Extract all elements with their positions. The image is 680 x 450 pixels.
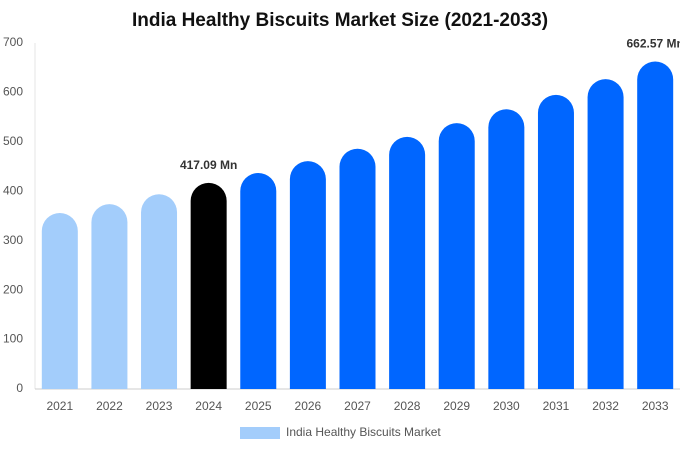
x-tick-label: 2029 (443, 399, 470, 413)
y-tick-label: 700 (3, 35, 23, 49)
bar (41, 213, 78, 389)
bar (389, 136, 426, 389)
chart-title: India Healthy Biscuits Market Size (2021… (132, 10, 548, 31)
bar (637, 61, 674, 390)
bar (91, 204, 128, 389)
bar (488, 109, 525, 389)
y-tick-label: 300 (3, 233, 23, 247)
x-tick-label: 2026 (295, 399, 322, 413)
x-tick-label: 2028 (394, 399, 421, 413)
x-tick-label: 2022 (96, 399, 123, 413)
legend-swatch (240, 427, 280, 439)
y-tick-label: 600 (3, 85, 23, 99)
y-tick-label: 200 (3, 282, 23, 296)
x-tick-label: 2024 (195, 399, 222, 413)
bar (190, 182, 227, 389)
data-label: 417.09 Mn (180, 158, 237, 172)
x-tick-label: 2030 (493, 399, 520, 413)
data-label: 662.57 Mn (627, 37, 680, 51)
legend-label: India Healthy Biscuits Market (286, 425, 441, 439)
y-tick-label: 100 (3, 332, 23, 346)
x-tick-label: 2031 (543, 399, 570, 413)
bar (587, 79, 624, 390)
y-tick-label: 0 (16, 381, 23, 395)
bar (537, 94, 574, 389)
x-tick-label: 2032 (592, 399, 619, 413)
x-tick-label: 2021 (46, 399, 73, 413)
bar (339, 148, 376, 389)
bar (438, 123, 475, 389)
x-tick-label: 2023 (146, 399, 173, 413)
bar (289, 161, 326, 389)
y-tick-label: 400 (3, 183, 23, 197)
bar (240, 172, 277, 389)
x-tick-label: 2025 (245, 399, 272, 413)
bar (141, 194, 178, 389)
x-tick-label: 2033 (642, 399, 669, 413)
x-tick-label: 2027 (344, 399, 371, 413)
y-tick-label: 500 (3, 134, 23, 148)
